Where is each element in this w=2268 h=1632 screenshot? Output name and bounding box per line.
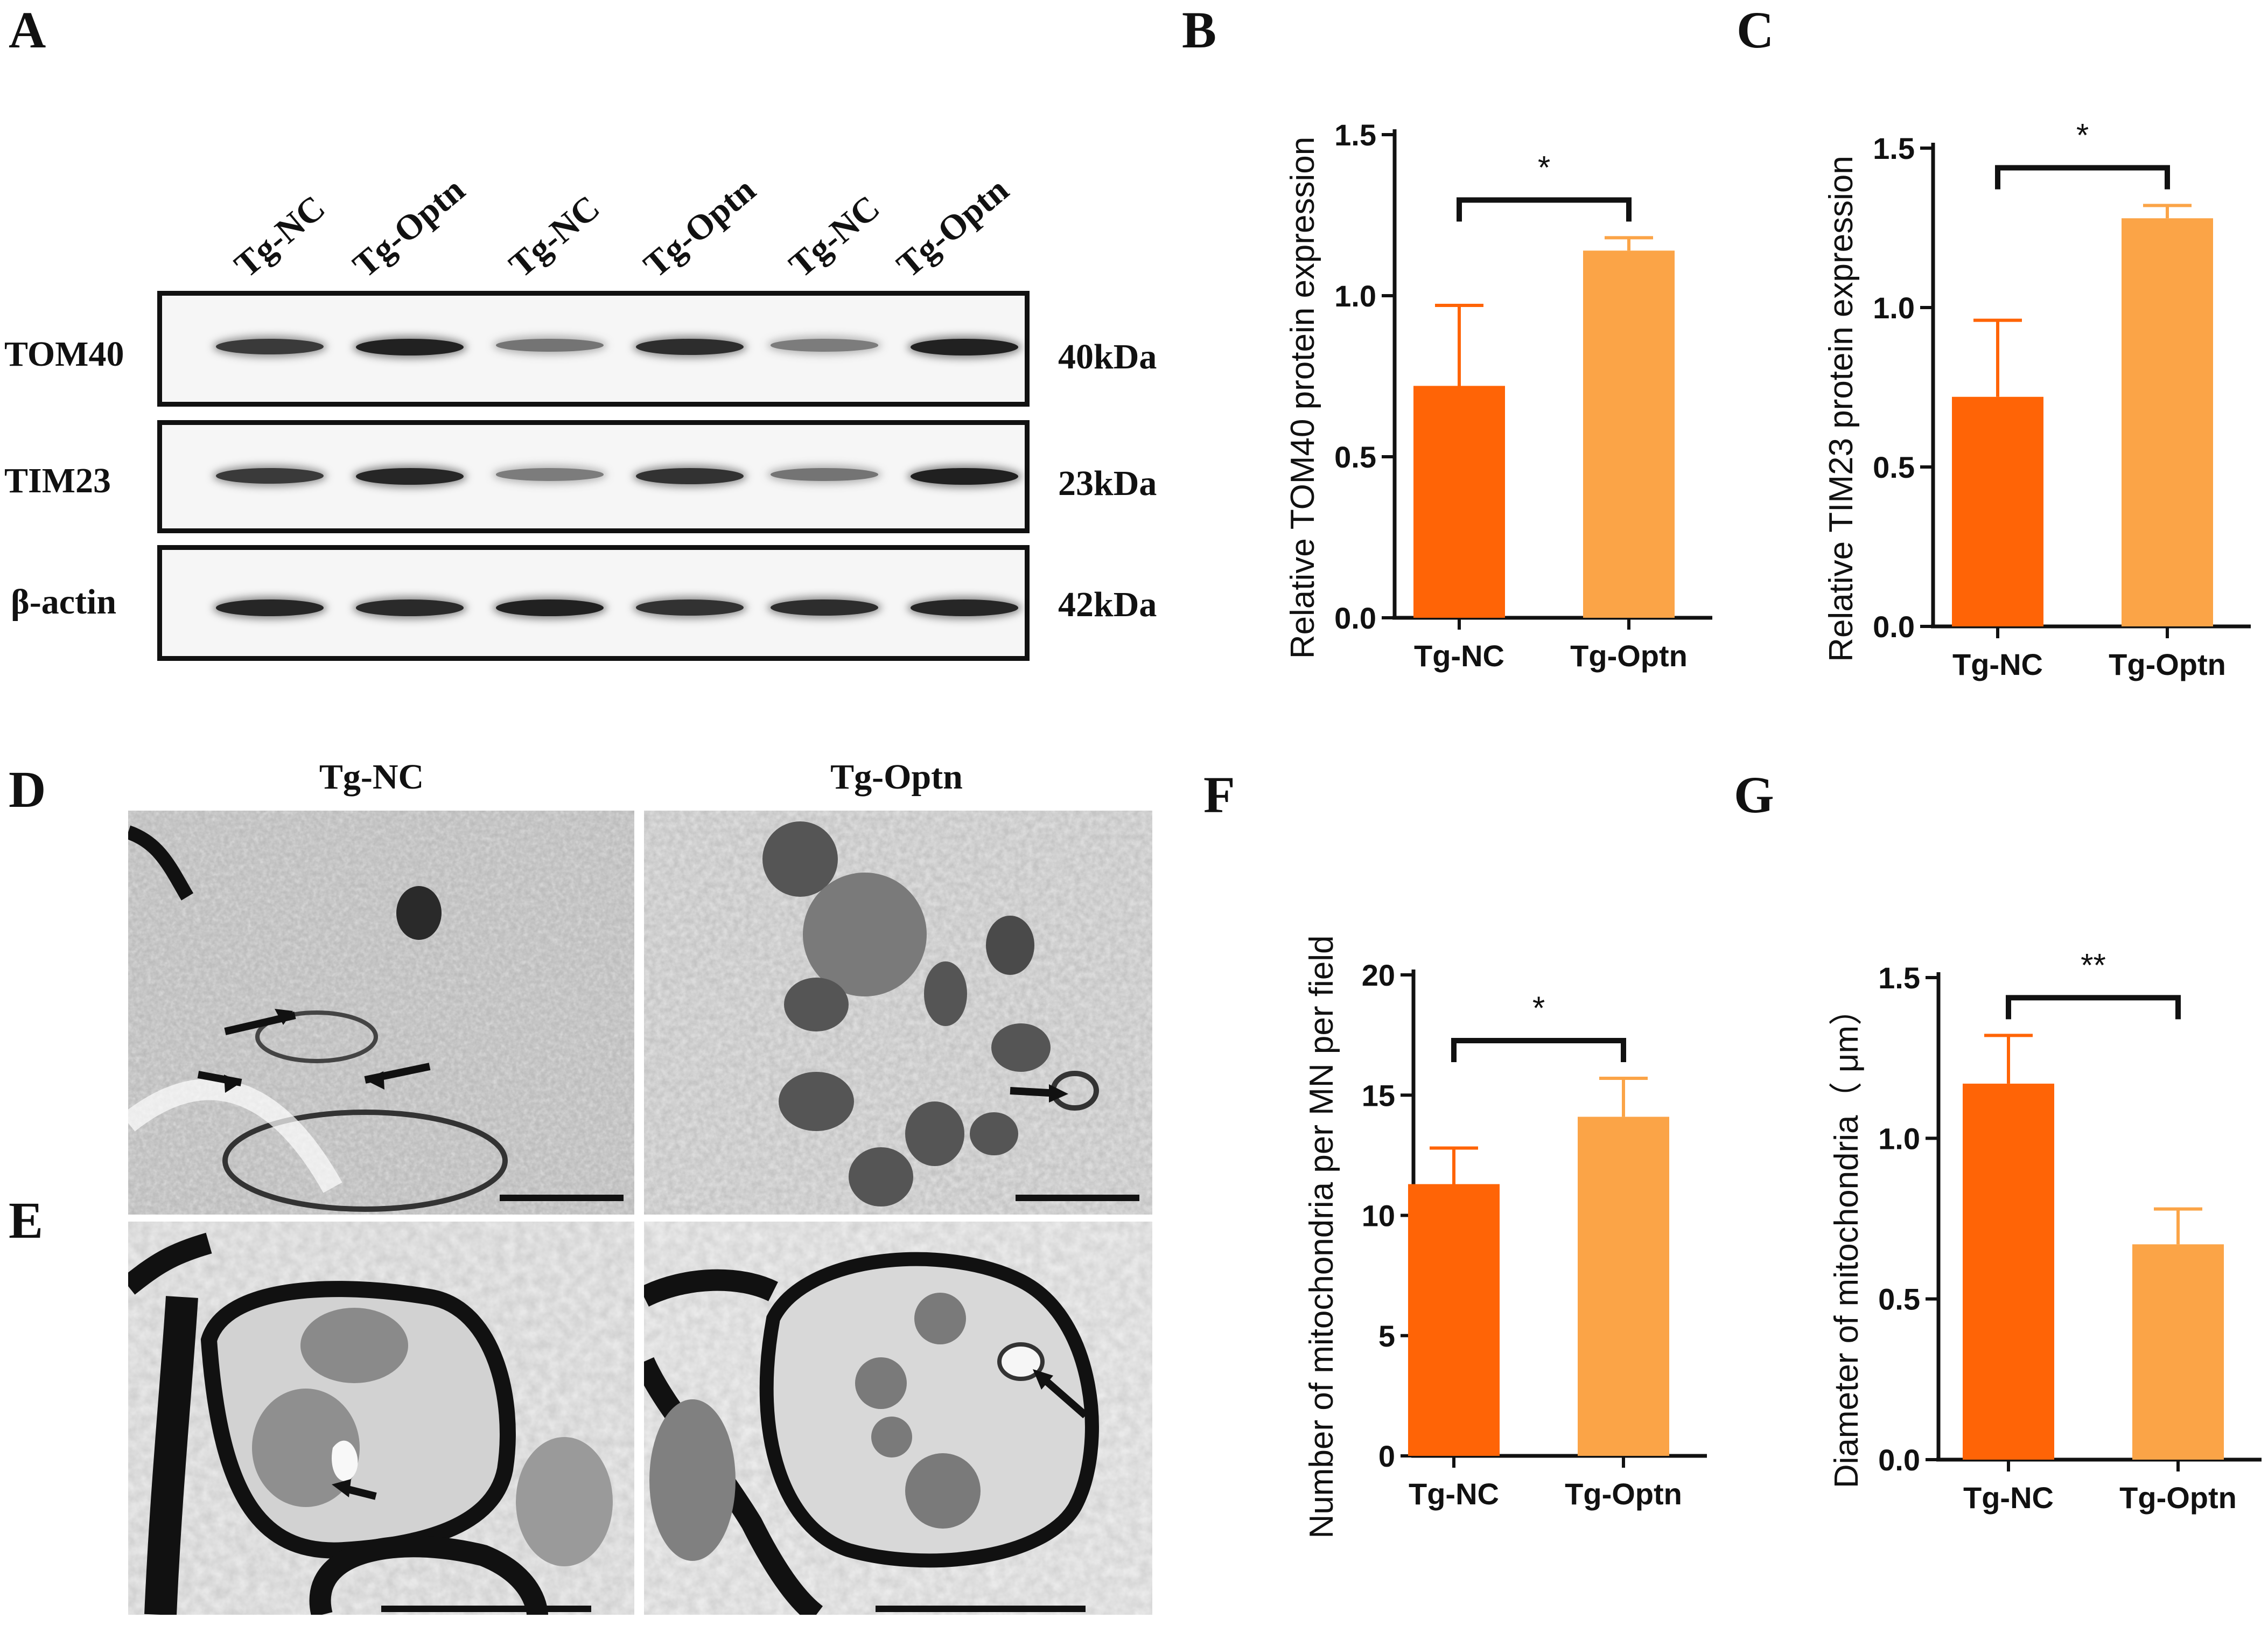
blot-band-1-0 [216, 468, 324, 484]
category-label: Tg-Optn [2109, 647, 2226, 681]
blot-band-2-4 [771, 599, 878, 616]
row-label-tim23: TIM23 [4, 461, 111, 500]
blot-band-0-0 [216, 339, 324, 355]
y-tick-label: 1.0 [1878, 1121, 1920, 1155]
blot-band-1-5 [911, 468, 1018, 485]
em-image-d-tg-nc [128, 811, 634, 1215]
em-image-e-tg-nc [128, 1222, 634, 1615]
panel-letter-f: F [1203, 766, 1235, 824]
panel-letter-a: A [9, 1, 46, 59]
panel-letter-b: B [1182, 1, 1217, 59]
category-label: Tg-NC [1409, 1477, 1499, 1511]
blot-strip-tim23 [157, 420, 1030, 533]
panel-letter-d: D [9, 761, 46, 818]
em-title-tg-optn: Tg-Optn [830, 757, 963, 797]
category-label: Tg-NC [1952, 647, 2043, 681]
significance-label: ** [2081, 947, 2106, 983]
y-tick-label: 1.0 [1873, 291, 1915, 325]
y-tick-label: 15 [1362, 1078, 1395, 1112]
y-tick-label: 0.0 [1334, 601, 1376, 635]
bar-tg-optn [1583, 250, 1675, 618]
category-label: Tg-Optn [1570, 639, 1688, 673]
blot-band-0-5 [911, 339, 1018, 356]
blot-band-0-4 [771, 339, 878, 352]
significance-bracket [2006, 995, 2181, 1020]
blot-band-0-2 [496, 339, 604, 352]
chart-g: 0.0 0.5 1.0 1.5 Tg-NC Tg-Optn ** Diameter of mi… [1828, 947, 2262, 1515]
y-tick-label: 0.5 [1334, 440, 1376, 474]
significance-label: * [1532, 990, 1545, 1026]
y-tick-label: 10 [1362, 1199, 1395, 1233]
blot-band-0-3 [636, 339, 744, 355]
chart-b: 0.0 0.5 1.0 1.5 Tg-NC Tg-Optn * Relative TOM40 … [1284, 118, 1712, 673]
y-tick-label: 1.5 [1873, 131, 1915, 165]
em-title-tg-nc: Tg-NC [319, 757, 424, 797]
blot-strip-beta-actin [157, 545, 1030, 661]
bar-tg-nc [1413, 386, 1505, 618]
lane-label-2: Tg-Optn [345, 170, 472, 285]
western-blot-panel: Tg-NC Tg-Optn Tg-NC Tg-Optn Tg-NC Tg-Opt… [0, 0, 1185, 700]
blot-band-2-5 [911, 599, 1018, 616]
blot-band-2-2 [496, 599, 604, 617]
y-axis-title: Diameter of mitochondria（ μm） [1828, 992, 1865, 1488]
y-tick-label: 1.5 [1878, 961, 1920, 995]
blot-band-1-3 [636, 468, 744, 484]
y-tick-label: 0.5 [1873, 450, 1915, 484]
chart-c: 0.0 0.5 1.0 1.5 Tg-NC Tg-Optn * Relative TIM23 … [1823, 117, 2251, 681]
y-tick-label: 5 [1378, 1319, 1395, 1353]
bar-tg-optn [1578, 1117, 1669, 1456]
lane-label-5: Tg-NC [781, 187, 887, 285]
category-label: Tg-Optn [1565, 1477, 1682, 1511]
y-axis-title: Relative TIM23 protein expression [1823, 156, 1860, 662]
blot-band-2-0 [216, 599, 324, 616]
significance-label: * [2076, 117, 2089, 154]
significance-bracket [1451, 1037, 1626, 1062]
bar-tg-optn [2122, 218, 2213, 626]
blot-band-0-1 [356, 339, 464, 356]
chart-f: 0 5 10 15 20 Tg-NC Tg-Optn * Number of mitochond… [1303, 936, 1707, 1539]
y-axis-title: Number of mitochondria per MN per field [1303, 936, 1340, 1539]
category-label: Tg-NC [1414, 639, 1504, 673]
blot-band-1-2 [496, 468, 604, 481]
em-image-e-tg-optn [644, 1222, 1152, 1615]
bar-tg-nc [1408, 1184, 1500, 1456]
kda-label-beta-actin: 42kDa [1058, 585, 1157, 624]
y-tick-label: 1.0 [1334, 279, 1376, 313]
y-tick-label: 0.5 [1878, 1282, 1920, 1316]
significance-bracket [1995, 165, 2170, 190]
blot-band-1-1 [356, 468, 464, 485]
significance-bracket [1457, 197, 1632, 222]
lane-label-6: Tg-Optn [889, 170, 1016, 285]
blot-band-2-1 [356, 599, 464, 616]
bar-tg-nc [1963, 1083, 2054, 1460]
y-tick-label: 0.0 [1878, 1443, 1920, 1477]
panel-letter-c: C [1737, 1, 1774, 59]
lane-label-3: Tg-NC [501, 187, 607, 285]
row-label-beta-actin: β-actin [11, 582, 117, 622]
row-label-tom40: TOM40 [4, 334, 124, 374]
blot-band-2-3 [636, 599, 744, 616]
y-tick-label: 0 [1378, 1439, 1395, 1473]
bar-tg-nc [1952, 396, 2043, 626]
em-image-d-tg-optn [644, 811, 1152, 1215]
category-label: Tg-NC [1963, 1481, 2054, 1515]
lane-label-4: Tg-Optn [636, 170, 763, 285]
blot-strip-tom40 [157, 291, 1030, 407]
blot-band-1-4 [771, 468, 878, 482]
significance-label: * [1538, 149, 1550, 185]
y-tick-label: 20 [1362, 958, 1395, 992]
category-label: Tg-Optn [2119, 1481, 2237, 1515]
kda-label-tom40: 40kDa [1058, 337, 1157, 376]
y-tick-label: 1.5 [1334, 118, 1376, 152]
y-axis-title: Relative TOM40 protein expression [1284, 137, 1321, 659]
panel-letter-g: G [1734, 766, 1774, 824]
bar-tg-optn [2132, 1244, 2224, 1460]
y-tick-label: 0.0 [1873, 610, 1915, 644]
lane-label-1: Tg-NC [227, 187, 333, 285]
kda-label-tim23: 23kDa [1058, 464, 1157, 503]
panel-letter-e: E [9, 1191, 44, 1249]
